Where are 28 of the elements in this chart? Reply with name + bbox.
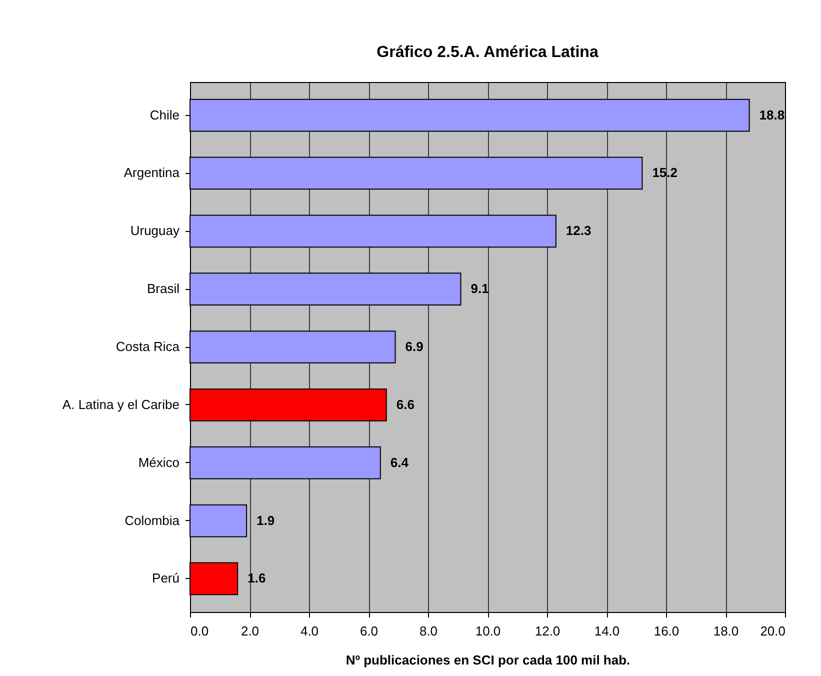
y-tick-label: A. Latina y el Caribe [62, 396, 180, 412]
data-label: 6.6 [396, 396, 414, 412]
x-tick-label: 8.0 [419, 624, 438, 638]
data-label: 12.3 [566, 223, 592, 238]
x-tick-label: 6.0 [360, 624, 378, 638]
x-tick-label: 2.0 [240, 624, 260, 638]
chart-title: Gráfico 2.5.A. América Latina [376, 44, 598, 61]
x-tick-label: 16.0 [654, 624, 680, 638]
x-tick-label: 18.0 [713, 624, 739, 638]
x-tick-label: 0.0 [190, 624, 209, 638]
y-tick-label: Uruguay [130, 223, 180, 238]
x-tick-label: 20.0 [760, 624, 786, 638]
x-tick-label: 4.0 [300, 624, 319, 638]
y-tick-label: Chile [150, 107, 180, 122]
y-tick-label: Costa Rica [116, 339, 180, 354]
x-tick-label: 14.0 [594, 624, 620, 638]
y-tick-label: Brasil [146, 281, 180, 296]
y-tick-label: Colombia [124, 512, 180, 528]
x-axis-title: Nº publicaciones en SCI por cada 100 mil hab. [346, 652, 630, 668]
data-label: 6.9 [405, 339, 424, 354]
x-tick-label: 10.0 [475, 624, 501, 638]
data-label: 6.4 [390, 454, 410, 470]
y-tick-label: México [138, 454, 180, 470]
x-tick-label: 12.0 [534, 624, 560, 638]
data-label: 18.8 [759, 107, 785, 122]
y-tick-label: Argentina [124, 165, 180, 180]
y-tick-label: Perú [152, 570, 180, 586]
data-label: 1.9 [256, 512, 275, 528]
